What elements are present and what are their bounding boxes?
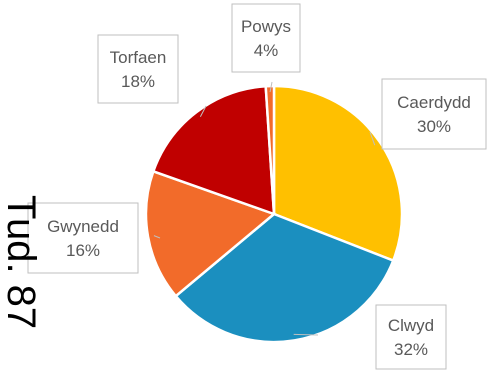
leader-line-clwyd	[293, 333, 319, 336]
pie-slice-gwynedd	[144, 169, 277, 298]
pie-callouts: Caerdydd 30% Clwyd 32% Gwynedd 16% Torfaen 18% P…	[27, 3, 487, 370]
callout-box-caerdydd	[381, 78, 487, 150]
slice-percent-clwyd: 32%	[394, 340, 428, 359]
slice-label-powys: Powys	[241, 17, 291, 36]
callout-box-powys	[231, 3, 301, 73]
slice-percent-caerdydd: 30%	[417, 117, 451, 136]
slice-label-gwynedd: Gwynedd	[47, 217, 119, 236]
slice-percent-gwynedd: 16%	[66, 241, 100, 260]
pie-slice-torfaen	[151, 84, 276, 216]
leader-line-torfaen	[199, 105, 207, 117]
side-note: Tud. 87	[0, 195, 43, 329]
pie-slice-powys	[264, 84, 276, 215]
slice-label-caerdydd: Caerdydd	[397, 93, 471, 112]
slice-label-clwyd: Clwyd	[388, 316, 434, 335]
pie-slice-caerdydd	[272, 84, 404, 263]
callout-box-torfaen	[97, 34, 179, 104]
callout-box-clwyd	[375, 304, 447, 370]
slice-percent-powys: 4%	[254, 41, 279, 60]
slice-percent-torfaen: 18%	[121, 72, 155, 91]
slice-label-torfaen: Torfaen	[110, 48, 167, 67]
callout-box-gwynedd	[27, 202, 139, 274]
leader-line-caerdydd	[369, 131, 376, 146]
leader-line-gwynedd	[153, 235, 161, 239]
pie-slices	[144, 84, 404, 344]
leader-line-powys	[269, 81, 273, 93]
pie-slice-clwyd	[174, 212, 395, 344]
